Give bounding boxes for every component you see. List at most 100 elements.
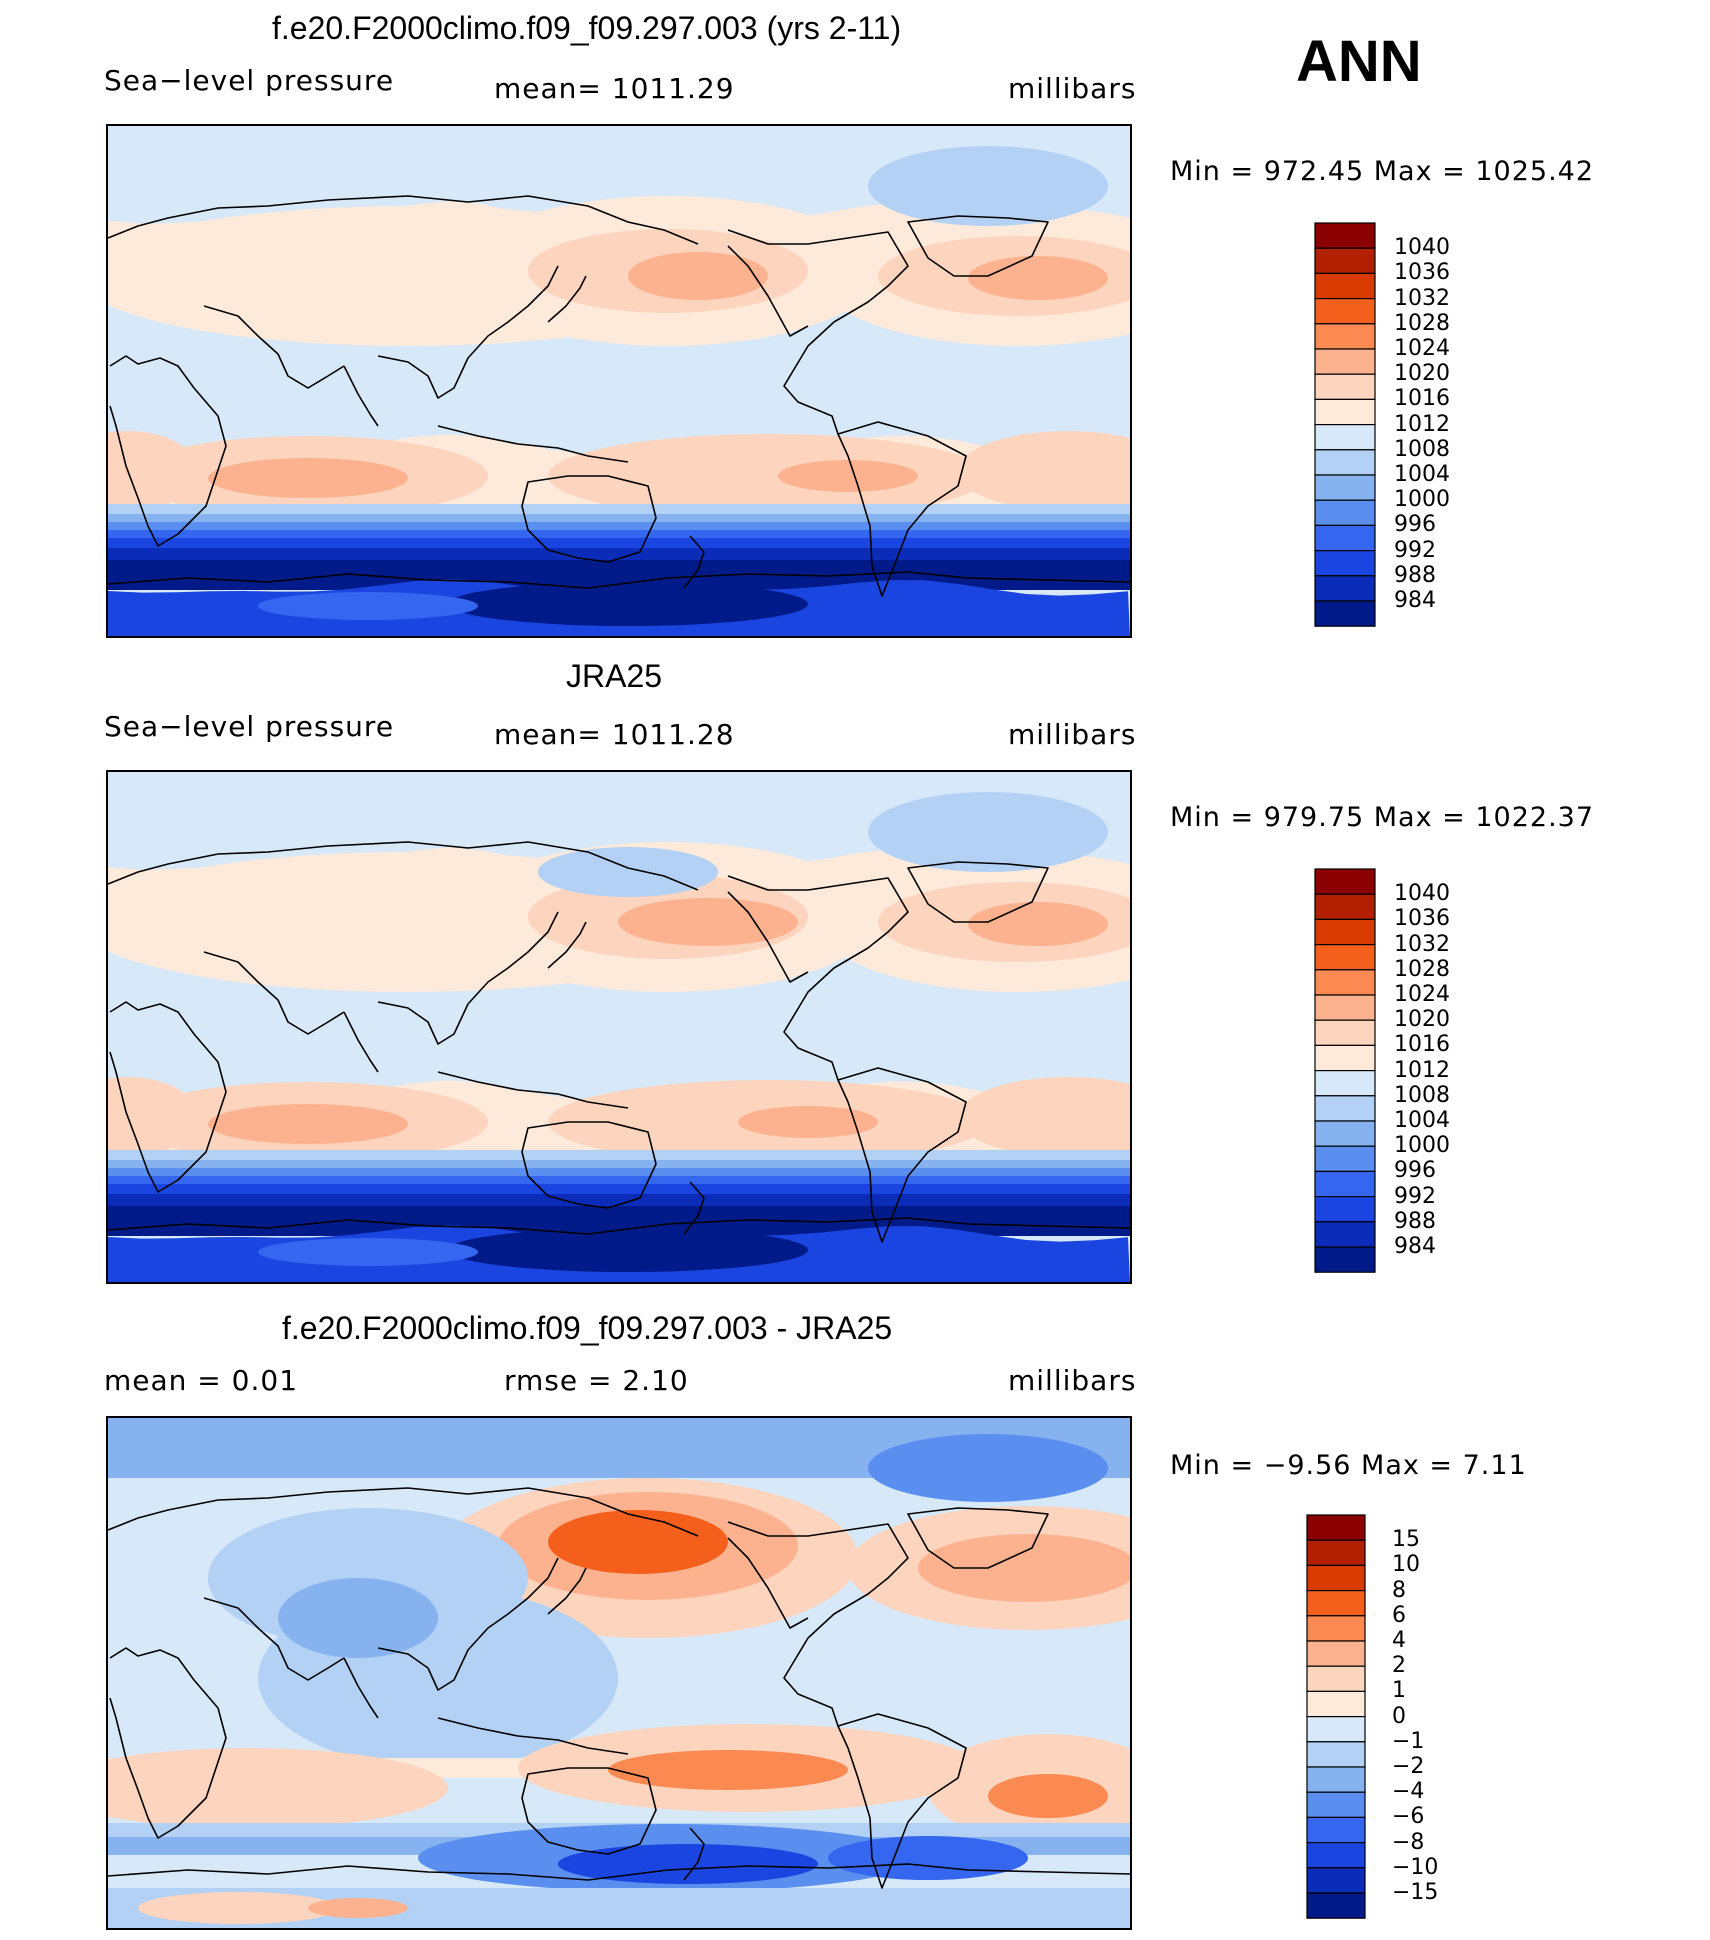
atlantic-high-core bbox=[968, 256, 1108, 300]
coastline bbox=[203, 951, 345, 1035]
colorbar-swatch bbox=[1314, 969, 1376, 996]
colorbar-swatch bbox=[1314, 550, 1376, 577]
contour-region bbox=[918, 1534, 1130, 1602]
colorbar-swatch bbox=[1314, 272, 1376, 300]
colorbar-tick-label: 1036 bbox=[1394, 906, 1450, 932]
colorbar-tick-label: 1008 bbox=[1394, 1082, 1450, 1108]
panel-3-units-label: millibars bbox=[1008, 1364, 1137, 1397]
panel-3-minmax: Min = −9.56 Max = 7.11 bbox=[1170, 1450, 1527, 1481]
coastlines bbox=[108, 841, 1130, 1243]
band-992 bbox=[108, 530, 1130, 538]
colorbar-tick-label: 1040 bbox=[1394, 881, 1450, 907]
coastline bbox=[343, 1657, 379, 1719]
contour-region bbox=[988, 1774, 1108, 1818]
colorbar-swatch bbox=[1314, 1170, 1376, 1198]
colorbar-swatch bbox=[1314, 943, 1376, 971]
colorbar-tick-label: 1032 bbox=[1394, 931, 1450, 957]
colorbar-swatch bbox=[1306, 1766, 1366, 1793]
band-992 bbox=[108, 1176, 1130, 1184]
coastline bbox=[109, 1647, 227, 1839]
colorbar-tick-label: −4 bbox=[1392, 1779, 1425, 1805]
colorbar-swatch bbox=[1314, 893, 1376, 921]
coastline bbox=[521, 475, 657, 563]
icelandic-low bbox=[868, 146, 1108, 226]
panel-2-field-label: Sea−level pressure bbox=[104, 710, 395, 743]
north-pacific-max bbox=[548, 1510, 728, 1574]
greenland-negative bbox=[868, 1434, 1108, 1502]
colorbar-tick-label: 8 bbox=[1392, 1577, 1406, 1603]
southern-ocean-min bbox=[558, 1844, 818, 1884]
panel-3-map bbox=[106, 1416, 1132, 1930]
coastline bbox=[907, 1507, 1049, 1569]
coastline bbox=[377, 911, 559, 1045]
coastlines bbox=[108, 195, 1130, 597]
coastline bbox=[547, 275, 587, 323]
coastline bbox=[109, 1001, 227, 1193]
coastline bbox=[683, 535, 705, 589]
contour-region bbox=[258, 592, 478, 620]
south-atlantic-high bbox=[958, 1077, 1130, 1157]
colorbar-swatch bbox=[1306, 1892, 1366, 1919]
coastline bbox=[683, 1181, 705, 1235]
colorbar-tick-label: 996 bbox=[1394, 512, 1436, 538]
coastlines bbox=[108, 1487, 1130, 1889]
band-988 bbox=[108, 1184, 1130, 1194]
south-indian-positive bbox=[108, 1748, 448, 1828]
south-pacific-high bbox=[548, 434, 988, 518]
contour-region bbox=[108, 431, 198, 511]
colorbar-tick-label: −8 bbox=[1392, 1829, 1425, 1855]
coastline bbox=[837, 421, 967, 597]
band-988 bbox=[108, 538, 1130, 548]
colorbar-swatch bbox=[1314, 918, 1376, 946]
colorbar-tick-label: −6 bbox=[1392, 1804, 1425, 1830]
colorbar-tick-label: 6 bbox=[1392, 1602, 1406, 1628]
colorbar-tick-label: 0 bbox=[1392, 1703, 1406, 1729]
colorbar-tick-label: 1016 bbox=[1394, 1032, 1450, 1058]
colorbar-tick-label: −10 bbox=[1392, 1854, 1439, 1880]
colorbar-tick-label: 1020 bbox=[1394, 1007, 1450, 1033]
colorbar-swatch bbox=[1306, 1842, 1366, 1869]
colorbar-swatch bbox=[1306, 1539, 1366, 1567]
coastline bbox=[727, 891, 809, 983]
colorbar-tick-label: 1028 bbox=[1394, 310, 1450, 336]
colorbar-tick-label: 1024 bbox=[1394, 982, 1450, 1007]
coastline bbox=[547, 1567, 587, 1615]
colorbar-swatch bbox=[1306, 1791, 1366, 1819]
band-1000 bbox=[108, 1160, 1130, 1168]
colorbar-swatch bbox=[1314, 323, 1376, 350]
colorbar-swatch bbox=[1306, 1564, 1366, 1592]
panel-1-field-label: Sea−level pressure bbox=[104, 64, 395, 97]
colorbar-swatch bbox=[1306, 1665, 1366, 1692]
coastline bbox=[521, 1767, 657, 1855]
colorbar-swatch bbox=[1314, 474, 1376, 501]
colorbar-swatch bbox=[1314, 449, 1376, 476]
colorbar-tick-label: 2 bbox=[1392, 1653, 1406, 1679]
coastline bbox=[343, 365, 379, 427]
coastline bbox=[108, 841, 699, 891]
colorbar-tick-label: 10 bbox=[1392, 1552, 1420, 1578]
contour-region bbox=[208, 1104, 408, 1144]
colorbar-swatch bbox=[1314, 1095, 1376, 1122]
coastline bbox=[727, 229, 909, 435]
colorbar-tick-label: 1004 bbox=[1394, 462, 1450, 487]
panel-1-minmax: Min = 972.45 Max = 1025.42 bbox=[1170, 156, 1595, 187]
panel-3-mean-label: mean = 0.01 bbox=[104, 1364, 299, 1397]
panel-2-map bbox=[106, 770, 1132, 1284]
panel-2-title: JRA25 bbox=[566, 658, 663, 694]
panel-2-units-label: millibars bbox=[1008, 718, 1137, 751]
coastline bbox=[343, 1011, 379, 1073]
colorbar-tick-label: −15 bbox=[1392, 1880, 1439, 1905]
pacific-high-core bbox=[628, 252, 768, 300]
colorbar-swatch bbox=[1314, 222, 1376, 249]
panel-1-mean-label: mean= 1011.29 bbox=[494, 72, 735, 105]
colorbar-swatch bbox=[1314, 994, 1376, 1021]
atlantic-high-core bbox=[968, 902, 1108, 946]
colorbar-swatch bbox=[1306, 1640, 1366, 1667]
colorbar-tick-label: −2 bbox=[1392, 1754, 1425, 1779]
colorbar-swatch bbox=[1314, 348, 1376, 375]
colorbar-swatch bbox=[1314, 524, 1376, 552]
colorbar-tick-label: 992 bbox=[1394, 537, 1436, 563]
pacific-high-core bbox=[618, 898, 798, 946]
colorbar-swatch bbox=[1314, 1221, 1376, 1248]
season-label: ANN bbox=[1296, 29, 1422, 94]
